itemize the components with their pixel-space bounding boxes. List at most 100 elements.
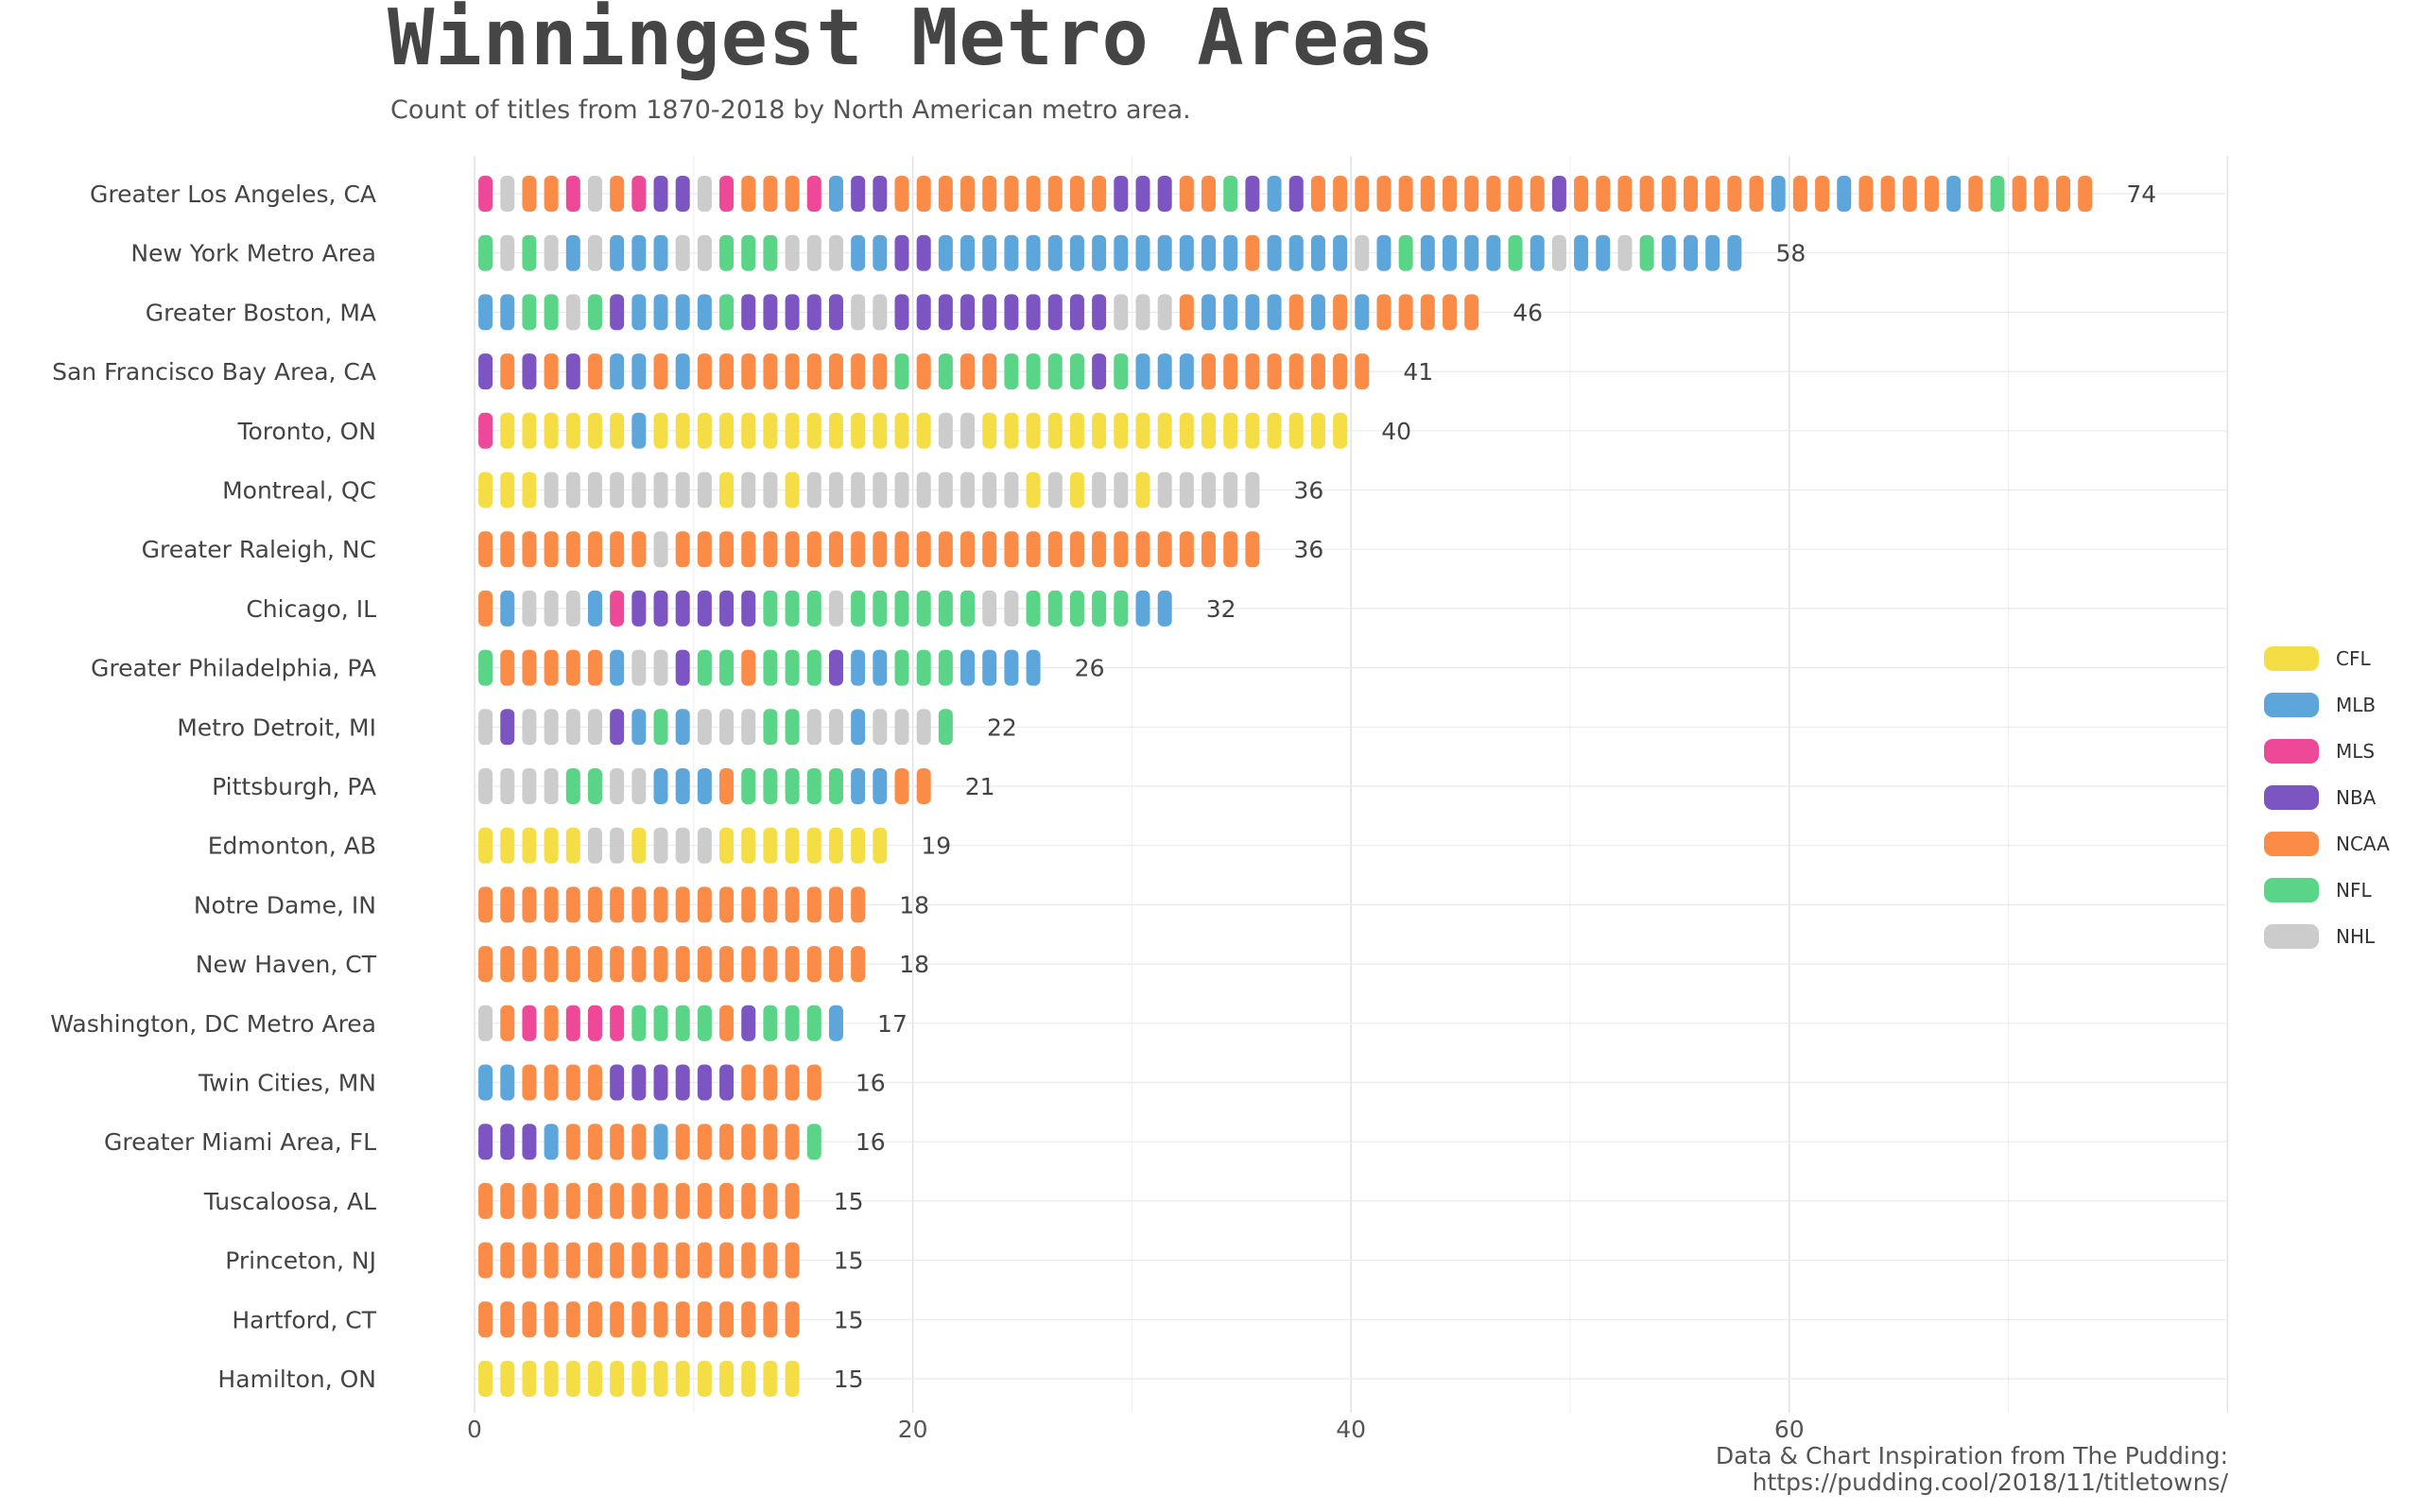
value-label: 22 [987,713,1017,741]
title-mark-nhl [785,234,800,271]
title-mark-nba [1551,176,1566,212]
title-mark-nfl [1990,176,2005,212]
title-mark-mls [522,1005,537,1041]
title-mark-mls [565,1005,580,1041]
title-mark-ncaa [675,1301,690,1338]
title-mark-ncaa [828,531,843,568]
title-mark-nhl [828,709,843,746]
title-mark-ncaa [697,1182,712,1219]
title-mark-cfl [719,827,735,864]
title-mark-ncaa [719,946,735,983]
title-mark-cfl [544,412,559,449]
title-mark-cfl [982,412,997,449]
title-mark-mlb [1135,590,1150,627]
title-mark-ncaa [544,1064,559,1101]
title-mark-ncaa [544,886,559,923]
title-mark-mlb [1157,234,1172,271]
title-mark-nba [653,176,668,212]
title-mark-ncaa [1092,531,1107,568]
title-mark-ncaa [587,353,602,390]
title-mark-ncaa [522,649,537,686]
source-caption-line-1: Data & Chart Inspiration from The Puddin… [1715,1442,2228,1469]
title-mark-ncaa [522,946,537,983]
title-mark-nhl [851,472,866,508]
value-label: 16 [856,1128,886,1156]
title-mark-ncaa [894,768,909,804]
title-mark-ncaa [500,886,515,923]
title-mark-mlb [938,234,953,271]
title-mark-nba [741,590,756,627]
title-mark-mlb [1267,176,1282,212]
title-mark-cfl [1310,412,1325,449]
title-mark-ncaa [653,1301,668,1338]
title-mark-nhl [1004,472,1019,508]
title-mark-ncaa [741,1064,756,1101]
title-mark-ncaa [478,886,493,923]
title-mark-nhl [828,234,843,271]
title-mark-cfl [522,827,537,864]
title-mark-ncaa [610,946,625,983]
title-mark-mlb [1092,234,1107,271]
title-mark-ncaa [522,1064,537,1101]
value-label: 74 [2126,180,2156,208]
title-mark-mlb [610,234,625,271]
title-mark-nhl [587,472,602,508]
title-mark-ncaa [500,1301,515,1338]
title-mark-nfl [1026,353,1041,390]
title-mark-ncaa [806,531,821,568]
title-mark-mlb [851,768,866,804]
title-mark-nfl [697,649,712,686]
title-mark-nhl [675,827,690,864]
title-mark-ncaa [763,946,778,983]
title-mark-nba [763,294,778,331]
title-mark-nba [938,294,953,331]
title-mark-mlb [653,294,668,331]
title-mark-mlb [828,176,843,212]
title-mark-ncaa [741,649,756,686]
title-mark-ncaa [1902,176,1917,212]
title-mark-nba [960,294,976,331]
title-mark-cfl [478,472,493,508]
title-mark-ncaa [544,649,559,686]
title-mark-nhl [828,590,843,627]
title-mark-nhl [478,768,493,804]
title-mark-nfl [894,649,909,686]
legend-item-ncaa: NCAA [2264,820,2390,867]
title-mark-ncaa [1245,531,1260,568]
title-mark-nhl [653,827,668,864]
title-mark-ncaa [1530,176,1545,212]
title-mark-ncaa [1201,531,1217,568]
title-mark-ncaa [478,531,493,568]
title-mark-nba [1288,176,1304,212]
title-mark-cfl [610,412,625,449]
title-mark-mls [610,1005,625,1041]
title-mark-nhl [828,472,843,508]
title-mark-ncaa [1223,531,1238,568]
title-mark-mlb [1946,176,1962,212]
title-mark-ncaa [610,531,625,568]
title-mark-ncaa [741,176,756,212]
y-tick-label: Greater Philadelphia, PA [91,655,376,682]
title-mark-ncaa [916,353,931,390]
title-mark-nfl [719,649,735,686]
y-tick-label: Greater Raleigh, NC [142,536,376,563]
title-mark-ncaa [587,1064,602,1101]
title-mark-ncaa [675,1182,690,1219]
title-mark-mls [610,590,625,627]
title-mark-cfl [785,412,800,449]
title-mark-ncaa [763,886,778,923]
title-mark-ncaa [500,353,515,390]
title-mark-mlb [1157,353,1172,390]
title-mark-ncaa [719,1242,735,1279]
title-mark-ncaa [916,176,931,212]
title-mark-ncaa [1376,176,1392,212]
title-mark-ncaa [1047,176,1063,212]
title-mark-nba [741,294,756,331]
title-mark-nfl [785,1005,800,1041]
title-mark-cfl [719,412,735,449]
title-mark-ncaa [697,886,712,923]
title-mark-nhl [544,590,559,627]
title-mark-ncaa [587,886,602,923]
title-mark-ncaa [478,1182,493,1219]
title-mark-mlb [610,353,625,390]
